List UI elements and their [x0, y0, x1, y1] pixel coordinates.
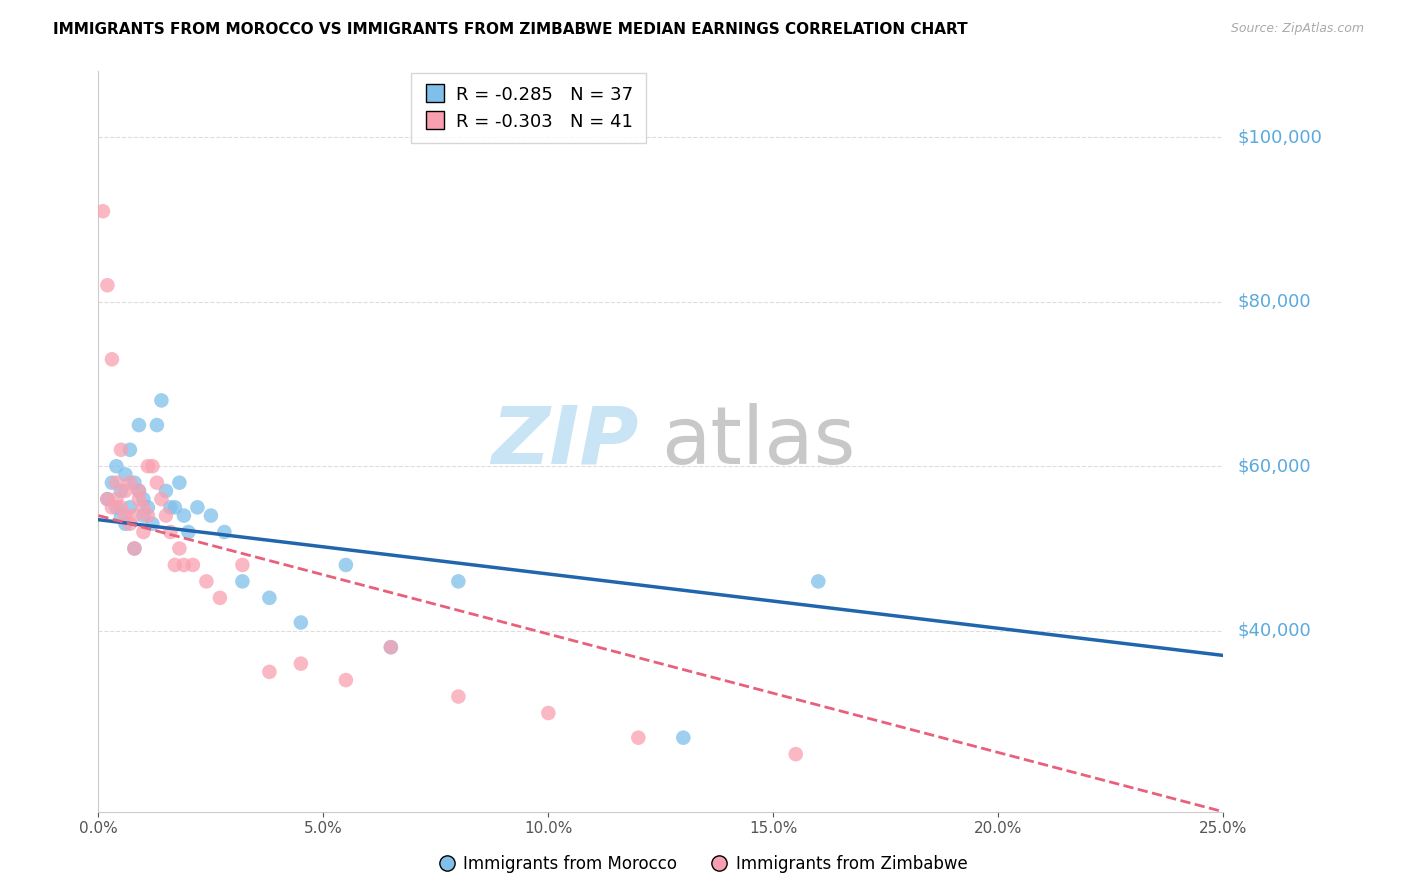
Point: [118, 442, 141, 457]
Text: atlas: atlas: [661, 402, 855, 481]
Point: [785, 747, 807, 761]
Point: [150, 393, 173, 408]
Point: [136, 459, 159, 474]
Point: [96, 278, 118, 293]
Point: [155, 508, 177, 523]
Point: [96, 492, 118, 507]
Point: [169, 475, 191, 490]
Point: [105, 459, 128, 474]
Point: [537, 706, 560, 720]
Point: [110, 483, 132, 498]
Point: [132, 508, 155, 523]
Point: [101, 352, 124, 367]
Text: IMMIGRANTS FROM MOROCCO VS IMMIGRANTS FROM ZIMBABWE MEDIAN EARNINGS CORRELATION : IMMIGRANTS FROM MOROCCO VS IMMIGRANTS FR…: [53, 22, 969, 37]
Point: [380, 640, 402, 655]
Point: [181, 558, 204, 572]
Point: [132, 492, 155, 507]
Point: [101, 475, 124, 490]
Point: [290, 615, 312, 630]
Point: [114, 508, 136, 523]
Point: [290, 657, 312, 671]
Point: [159, 500, 181, 515]
Text: $80,000: $80,000: [1237, 293, 1310, 310]
Point: [136, 508, 159, 523]
Point: [259, 591, 281, 605]
Point: [118, 516, 141, 531]
Point: [124, 475, 146, 490]
Point: [132, 500, 155, 515]
Point: [110, 508, 132, 523]
Point: [105, 492, 128, 507]
Point: [177, 524, 200, 539]
Point: [114, 467, 136, 482]
Point: [447, 574, 470, 589]
Legend: Immigrants from Morocco, Immigrants from Zimbabwe: Immigrants from Morocco, Immigrants from…: [432, 848, 974, 880]
Point: [110, 500, 132, 515]
Point: [150, 492, 173, 507]
Point: [200, 508, 222, 523]
Point: [380, 640, 402, 655]
Point: [159, 524, 181, 539]
Text: ZIP: ZIP: [491, 402, 638, 481]
Point: [118, 500, 141, 515]
Point: [163, 558, 186, 572]
Text: $60,000: $60,000: [1237, 458, 1310, 475]
Point: [124, 541, 146, 556]
Point: [124, 541, 146, 556]
Point: [163, 500, 186, 515]
Point: [169, 541, 191, 556]
Point: [101, 500, 124, 515]
Point: [335, 673, 357, 687]
Point: [141, 516, 163, 531]
Text: Source: ZipAtlas.com: Source: ZipAtlas.com: [1230, 22, 1364, 36]
Point: [110, 442, 132, 457]
Point: [136, 500, 159, 515]
Text: $100,000: $100,000: [1237, 128, 1322, 146]
Point: [91, 204, 114, 219]
Text: $40,000: $40,000: [1237, 622, 1310, 640]
Point: [128, 418, 150, 433]
Point: [807, 574, 830, 589]
Point: [141, 459, 163, 474]
Point: [335, 558, 357, 572]
Point: [146, 475, 169, 490]
Point: [132, 524, 155, 539]
Point: [105, 475, 128, 490]
Point: [118, 475, 141, 490]
Point: [186, 500, 208, 515]
Point: [128, 483, 150, 498]
Point: [124, 508, 146, 523]
Point: [173, 508, 195, 523]
Point: [627, 731, 650, 745]
Point: [96, 492, 118, 507]
Legend: R = -0.285   N = 37, R = -0.303   N = 41: R = -0.285 N = 37, R = -0.303 N = 41: [411, 73, 645, 144]
Point: [128, 483, 150, 498]
Point: [114, 483, 136, 498]
Point: [155, 483, 177, 498]
Point: [214, 524, 236, 539]
Point: [173, 558, 195, 572]
Point: [259, 665, 281, 679]
Point: [208, 591, 231, 605]
Point: [195, 574, 218, 589]
Point: [231, 574, 253, 589]
Point: [114, 516, 136, 531]
Point: [231, 558, 253, 572]
Point: [146, 418, 169, 433]
Point: [105, 500, 128, 515]
Point: [447, 690, 470, 704]
Point: [672, 731, 695, 745]
Point: [128, 492, 150, 507]
